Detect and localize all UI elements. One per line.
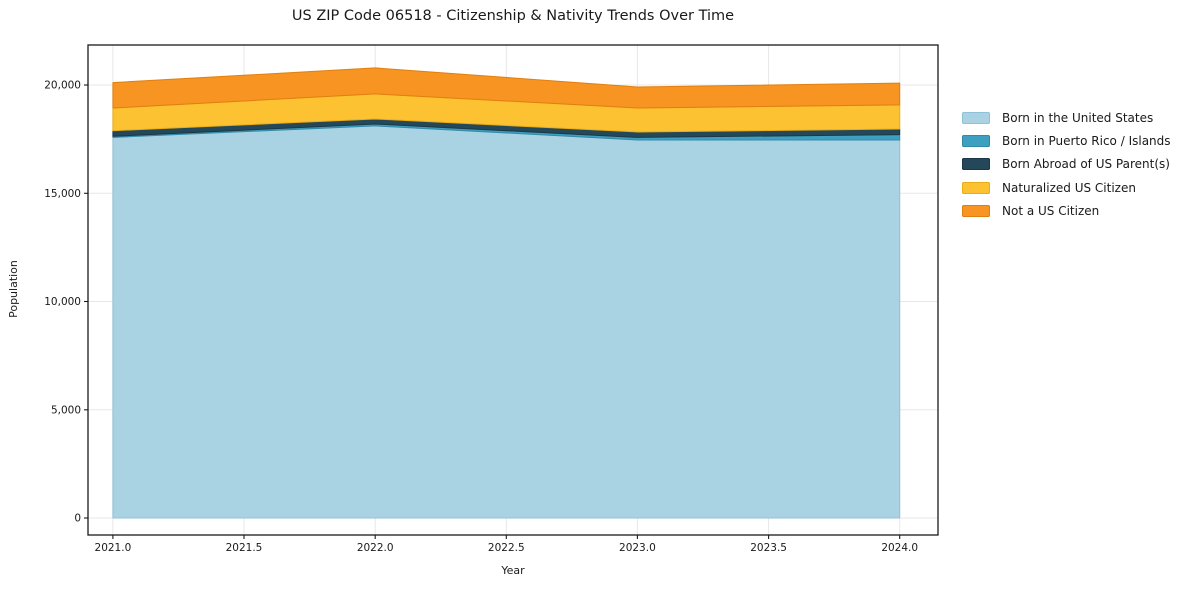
area-not-a-us-citizen — [112, 67, 901, 109]
x-tick-label: 2024.0 — [881, 542, 918, 554]
legend-item-not-a-us-citizen: Not a US Citizen — [962, 199, 1171, 222]
legend-item-born-in-puerto-rico-islands: Born in Puerto Rico / Islands — [962, 129, 1171, 152]
axes-spines — [87, 44, 939, 536]
legend: Born in the United States Born in Puerto … — [962, 106, 1171, 222]
y-axis-label: Population — [7, 260, 20, 318]
legend-item-born-abroad-of-us-parent-s: Born Abroad of US Parent(s) — [962, 153, 1171, 176]
x-tick-label: 2023.5 — [750, 542, 787, 554]
x-tick-label: 2023.0 — [619, 542, 656, 554]
x-tick-label: 2021.5 — [226, 542, 263, 554]
legend-swatch — [962, 134, 990, 147]
legend-swatch — [962, 158, 990, 171]
legend-item-born-in-the-united-states: Born in the United States — [962, 106, 1171, 129]
x-tick-label: 2022.5 — [488, 542, 525, 554]
legend-swatch — [962, 181, 990, 194]
chart-title: US ZIP Code 06518 - Citizenship & Nativi… — [291, 8, 735, 24]
legend-item-label: Not a US Citizen — [1002, 203, 1100, 218]
y-tick-label: 15,000 — [44, 188, 81, 200]
legend-swatch — [962, 204, 990, 217]
y-tick-label: 5,000 — [51, 405, 81, 417]
x-axis-label: Year — [501, 564, 525, 577]
legend-item-naturalized-us-citizen: Naturalized US Citizen — [962, 176, 1171, 199]
x-tick-label: 2021.0 — [95, 542, 132, 554]
legend-item-label: Naturalized US Citizen — [1002, 180, 1136, 195]
legend-item-label: Born Abroad of US Parent(s) — [1002, 157, 1170, 172]
y-tick-label: 0 — [74, 513, 81, 525]
y-tick-label: 10,000 — [44, 296, 81, 308]
legend-item-label: Born in the United States — [1002, 110, 1154, 125]
legend-swatch — [962, 111, 990, 124]
y-tick-label: 20,000 — [44, 80, 81, 92]
legend-item-label: Born in Puerto Rico / Islands — [1002, 133, 1171, 148]
x-tick-label: 2022.0 — [357, 542, 394, 554]
area-born-in-the-united-states — [112, 125, 901, 519]
